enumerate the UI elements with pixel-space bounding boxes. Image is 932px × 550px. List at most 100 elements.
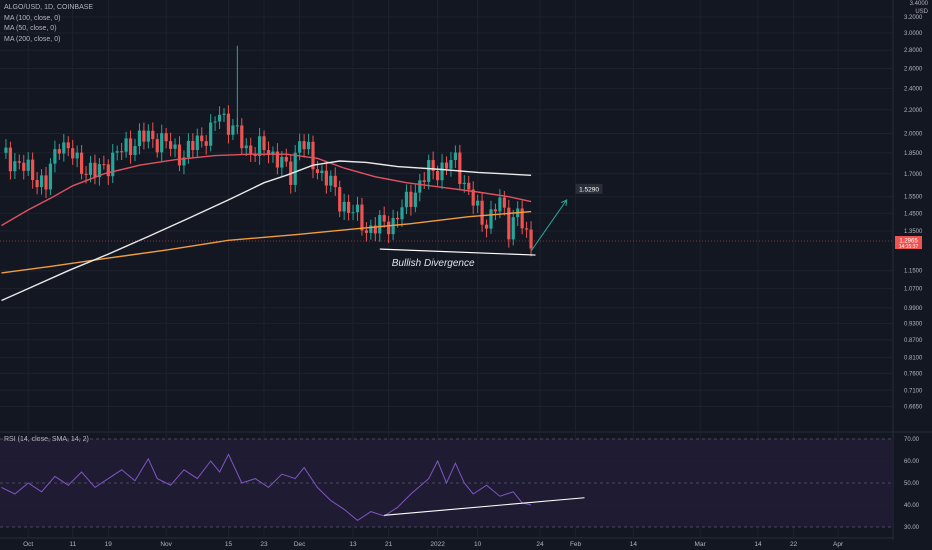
candle-body [404, 191, 409, 208]
candle-body [106, 164, 110, 177]
candle-body [315, 169, 320, 173]
rsi-tick-label: 50.00 [904, 481, 920, 487]
time-tick-label: 22 [790, 541, 798, 548]
candle-body [302, 141, 306, 150]
time-tick-label: 2022 [430, 541, 445, 548]
price-tick-label: 3.0000 [904, 31, 923, 37]
currency-top-label: 3.4000 [909, 1, 928, 7]
candle-body [173, 144, 177, 149]
candle-body [124, 138, 128, 152]
candle-body [293, 152, 297, 185]
candle-body [31, 159, 35, 180]
candle-body [88, 162, 93, 175]
time-tick-label: 10 [474, 541, 482, 548]
candle-body [391, 218, 395, 235]
price-tick-label: 2.4000 [904, 86, 923, 92]
candle-body [436, 170, 440, 181]
candle-body [511, 217, 515, 240]
target-arrow-head [561, 199, 568, 206]
ma50-line [1, 153, 532, 227]
candle-body [226, 113, 231, 135]
candle-body [489, 209, 493, 229]
price-tick-label: 0.7100 [904, 388, 923, 394]
candle-body [137, 130, 142, 147]
time-tick-label: 14 [630, 541, 638, 548]
time-tick-label: 23 [260, 541, 268, 548]
candle-body [142, 130, 146, 142]
candle-body [244, 145, 248, 149]
price-tick-label: 0.9900 [904, 306, 923, 312]
candle-body [182, 157, 186, 166]
candle-body [338, 187, 342, 212]
time-tick-label: 19 [105, 541, 113, 548]
candle-body [213, 121, 217, 123]
price-tick-label: 2.8000 [904, 48, 923, 54]
time-tick-label: 24 [536, 541, 544, 548]
ma50-legend: MA (50, close, 0) [4, 25, 57, 32]
time-tick-label: Apr [833, 541, 844, 548]
candle-body [502, 197, 506, 208]
rsi-tick-label: 30.00 [904, 525, 920, 531]
price-tick-label: 1.0700 [904, 287, 923, 293]
time-tick-label: 21 [385, 541, 393, 548]
price-tick-label: 1.7000 [904, 172, 923, 178]
candle-body [249, 145, 253, 154]
candle-body [529, 229, 533, 249]
candle-body [476, 200, 480, 206]
candle-body [444, 162, 449, 169]
rsi-tick-label: 60.00 [904, 459, 920, 465]
price-trendline [379, 248, 536, 256]
candle-body [427, 160, 431, 182]
candle-body [382, 215, 386, 222]
candle-body [373, 225, 377, 234]
candle-body [4, 147, 8, 153]
candle-body [240, 125, 244, 149]
candle-body [17, 161, 21, 163]
candle-body [204, 141, 208, 146]
candle-body [355, 204, 360, 213]
candle-body [71, 148, 75, 159]
rsi-tick-label: 40.00 [904, 503, 920, 509]
candle-body [329, 175, 333, 186]
price-tick-label: 0.8700 [904, 338, 923, 344]
candle-body [191, 140, 195, 151]
candle-body [177, 144, 182, 166]
candle-body [458, 152, 462, 184]
candle-body [115, 151, 119, 153]
price-tick-label: 2.0000 [904, 132, 923, 138]
candle-body [217, 114, 222, 122]
candle-body [97, 164, 101, 178]
last-price-label: 1.2965 [899, 238, 918, 244]
candle-body [84, 173, 88, 175]
candle-body [449, 159, 453, 169]
price-tick-label: 2.2000 [904, 108, 923, 114]
candle-body [520, 208, 524, 229]
candle-body [186, 140, 190, 158]
candle-body [324, 170, 328, 186]
candle-body [39, 175, 44, 188]
candle-body [320, 170, 324, 173]
candle-body [525, 228, 529, 230]
candle-body [422, 180, 426, 182]
candle-body [493, 209, 498, 212]
time-tick-label: Dec [294, 541, 306, 548]
rsi-legend: RSI (14, close, SMA, 14, 2) [4, 436, 89, 443]
candle-body [378, 215, 382, 234]
candle-body [93, 162, 97, 178]
target-arrow-line [530, 199, 568, 252]
candle-body [409, 191, 413, 207]
price-tick-label: 1.8500 [904, 151, 923, 157]
candle-body [133, 146, 137, 155]
candle-body [22, 162, 26, 171]
time-tick-label: 11 [69, 541, 76, 548]
time-tick-label: Feb [570, 541, 582, 548]
candle-body [306, 141, 311, 150]
ma200-line [1, 210, 532, 274]
price-tick-label: 0.7600 [904, 371, 923, 377]
candle-body [26, 159, 30, 171]
candle-body [467, 182, 471, 190]
countdown-label: 14:15:37 [899, 244, 919, 250]
price-tick-label: 1.1500 [904, 269, 923, 275]
candle-body [66, 142, 70, 149]
